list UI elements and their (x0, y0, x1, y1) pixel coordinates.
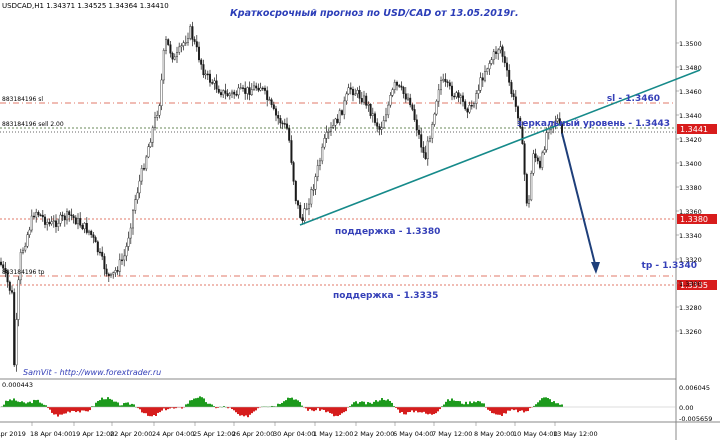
time-tick: 22 Apr 20:00 (110, 430, 152, 438)
time-tick: 13 May 12:00 (553, 430, 598, 438)
time-tick: 1 May 12:00 (313, 430, 353, 438)
price-tick: 1.3460 (679, 88, 702, 96)
time-tick: 24 Apr 04:00 (152, 430, 194, 438)
indicator-tick: -0.005659 (679, 415, 712, 423)
price-tick: 1.3260 (679, 328, 702, 336)
oscillator-series (1, 396, 563, 418)
time-tick: 6 May 04:00 (393, 430, 433, 438)
annotation-sl: sl - 1.3460 (607, 94, 660, 104)
badge-text-3: 1.3335 (680, 281, 708, 290)
badge-text-1: 1.3441 (680, 125, 708, 134)
price-tick: 1.3380 (679, 184, 702, 192)
price-axis: 1.3500 1.3480 1.3460 1.3440 1.3420 1.3400 1.33… (676, 40, 702, 336)
time-tick: 19 Apr 12:00 (72, 430, 114, 438)
price-tick: 1.3300 (679, 280, 702, 288)
price-tick: 1.3360 (679, 208, 702, 216)
candlestick-series (0, 21, 564, 372)
time-tick: 25 Apr 12:00 (193, 430, 235, 438)
time-tick: 30 Apr 04:00 (273, 430, 315, 438)
forecast-arrow-head (591, 262, 600, 274)
annotation-mirror: зеркальный уровень - 1.3443 (517, 119, 670, 129)
badge-1 (677, 124, 717, 134)
indicator-label: 0.000443 (2, 381, 33, 389)
annotation-tp: tp - 1.3340 (642, 261, 697, 271)
annotation-support-1: поддержка - 1.3380 (335, 227, 440, 237)
price-tick: 1.3420 (679, 136, 702, 144)
price-tick: 1.3340 (679, 232, 702, 240)
badge-2 (677, 214, 717, 224)
price-tick: 1.3400 (679, 160, 702, 168)
time-tick: 8 May 20:00 (474, 430, 514, 438)
price-tick: 1.3440 (679, 112, 702, 120)
badge-3 (677, 280, 717, 290)
time-tick: 2 May 20:00 (354, 430, 394, 438)
time-tick: Apr 2019 (0, 430, 26, 438)
time-tick: 26 Apr 20:00 (232, 430, 274, 438)
badge-text-2: 1.3380 (680, 215, 708, 224)
chart-title: Краткосрочный прогноз по USD/CAD от 13.0… (230, 8, 519, 19)
price-tick: 1.3280 (679, 304, 702, 312)
order-label-sell: 883184196 sell 2.00 (2, 121, 64, 128)
time-tick: 18 Apr 04:00 (30, 430, 72, 438)
indicator-tick: 0.00 (679, 404, 693, 412)
order-label-tp: 883184196 tp (2, 269, 45, 276)
indicator-tick: 0.006045 (679, 384, 710, 392)
forecast-arrow-line[interactable] (561, 132, 597, 269)
price-tick: 1.3320 (679, 256, 702, 264)
watermark: SamVit - http://www.forextrader.ru (23, 368, 161, 377)
time-tick: 10 May 04:00 (513, 430, 558, 438)
price-tick: 1.3480 (679, 64, 702, 72)
price-tick: 1.3500 (679, 40, 702, 48)
indicator-axis: 0.006045 0.00 -0.005659 (679, 384, 712, 423)
annotation-support-2: поддержка - 1.3335 (333, 291, 438, 301)
symbol-info: USDCAD,H1 1.34371 1.34525 1.34364 1.3441… (2, 2, 169, 10)
order-label-sl: 883184196 sl (2, 96, 43, 103)
time-tick: 7 May 12:00 (432, 430, 472, 438)
trendline[interactable] (299, 69, 701, 226)
